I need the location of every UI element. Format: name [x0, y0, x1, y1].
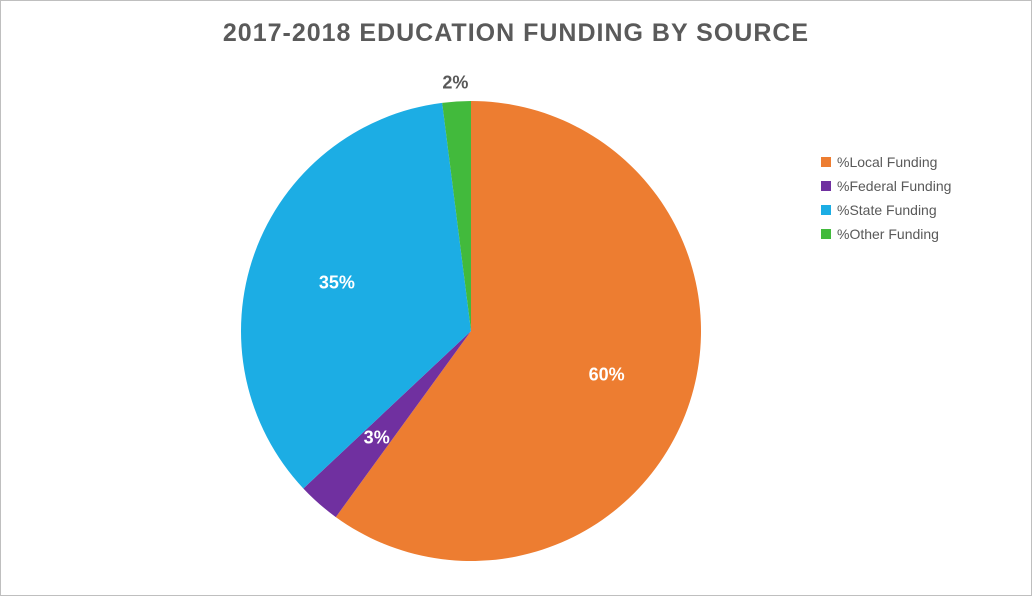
slice-label: 60% [589, 365, 625, 386]
chart-container: 2017-2018 EDUCATION FUNDING BY SOURCE 60… [0, 0, 1032, 596]
slice-label: 3% [364, 427, 390, 448]
legend-item: %Federal Funding [821, 175, 951, 197]
legend-item: %Local Funding [821, 151, 951, 173]
legend-label: %Federal Funding [837, 178, 951, 194]
legend-swatch [821, 157, 831, 167]
legend-swatch [821, 181, 831, 191]
pie-chart: 60%3%35%2% [221, 81, 721, 581]
legend-label: %Other Funding [837, 226, 939, 242]
legend-label: %Local Funding [837, 154, 937, 170]
chart-title: 2017-2018 EDUCATION FUNDING BY SOURCE [1, 19, 1031, 48]
pie-svg [221, 81, 721, 581]
legend-label: %State Funding [837, 202, 937, 218]
legend-item: %Other Funding [821, 223, 951, 245]
legend-item: %State Funding [821, 199, 951, 221]
legend-swatch [821, 229, 831, 239]
legend-swatch [821, 205, 831, 215]
slice-label: 2% [442, 73, 468, 94]
slice-label: 35% [319, 272, 355, 293]
legend: %Local Funding %Federal Funding %State Fun… [821, 151, 951, 247]
